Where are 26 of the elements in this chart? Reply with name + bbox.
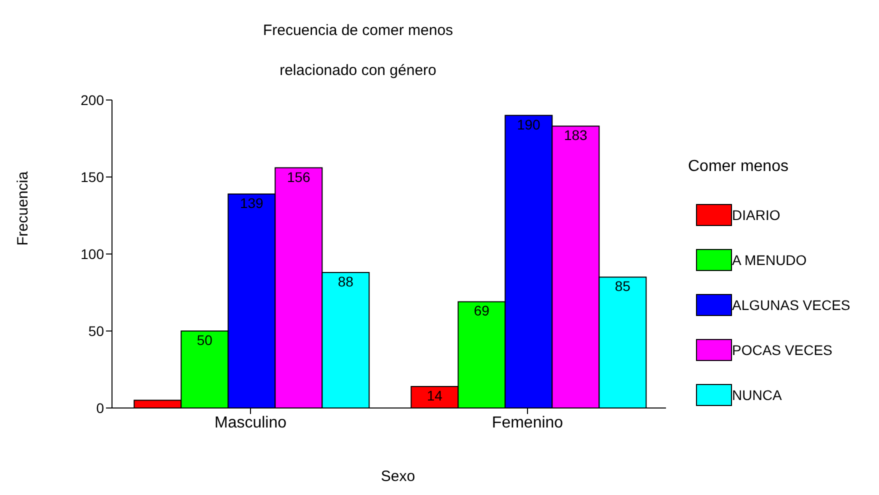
x-axis-title: Sexo	[380, 468, 416, 485]
y-tick-label: 50	[88, 322, 104, 339]
y-axis-title: Frecuencia	[14, 170, 32, 246]
x-tick-label: Masculino	[214, 414, 287, 432]
legend-label: NUNCA	[732, 386, 782, 402]
data-label: 183	[564, 127, 588, 144]
data-label: 139	[240, 194, 264, 211]
data-label: 190	[516, 116, 541, 132]
chart-title: Frecuencia de comer menos	[262, 22, 454, 39]
legend-label: ALGUNAS VECES	[732, 296, 850, 312]
data-label: 14	[426, 387, 443, 404]
chart-subtitle: relacionado con género	[278, 62, 438, 79]
y-tick-label: 0	[96, 400, 104, 416]
y-tick-label: 100	[80, 246, 104, 262]
legend-title: Comer menos	[688, 158, 790, 176]
data-label: 88	[338, 273, 354, 290]
legend-label: A MENUDO	[732, 252, 807, 268]
data-label: 69	[474, 302, 490, 319]
x-tick-label: Femenino	[492, 414, 564, 432]
data-label: 156	[286, 168, 311, 185]
legend-label: DIARIO	[732, 206, 780, 222]
y-tick-label: 150	[80, 168, 104, 185]
data-label: 85	[614, 278, 631, 294]
data-label: 50	[196, 332, 213, 348]
legend-label: POCAS VECES	[732, 342, 832, 358]
y-tick-label: 200	[80, 92, 104, 108]
